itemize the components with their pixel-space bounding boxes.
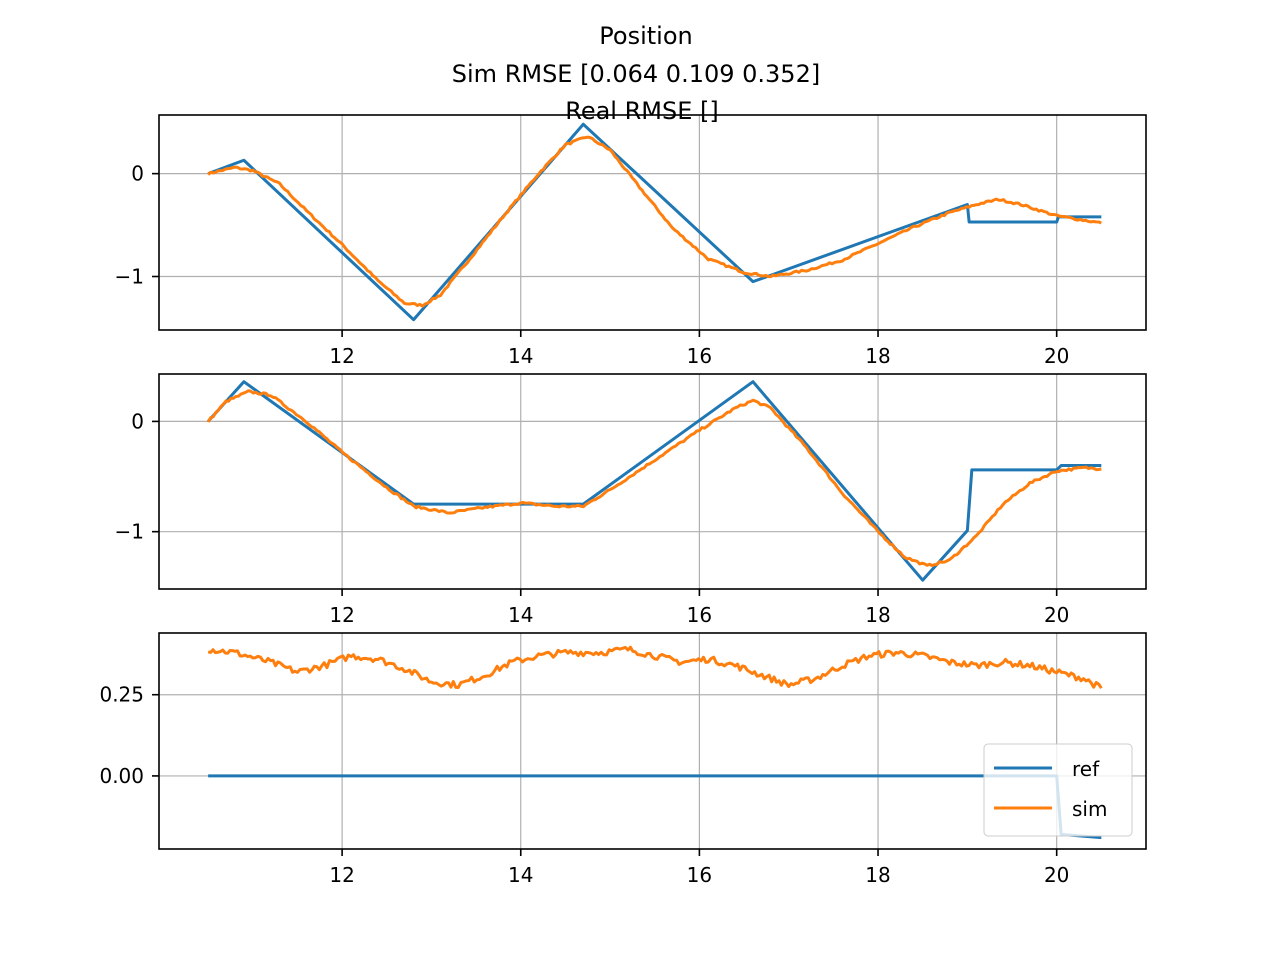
legend-label-sim: sim [1072,797,1107,821]
x-tick-label: 16 [687,344,712,368]
figure-title-line: Sim RMSE [0.064 0.109 0.352] [452,60,820,88]
x-tick-label: 20 [1044,863,1069,887]
y-tick-label: 0 [131,162,144,186]
legend: ref sim [983,743,1133,837]
figure-title-line: Real RMSE [] [565,97,719,125]
series-line-sim [206,389,1102,568]
y-tick-label: 0.00 [99,764,144,788]
axes-frame [158,632,1147,850]
axes-frame [158,373,1147,590]
series-group [207,122,1102,322]
series-group [206,380,1102,582]
y-tick-label: 0 [131,409,144,433]
x-tick-label: 14 [508,863,533,887]
x-tick-label: 20 [1044,344,1069,368]
x-tick-label: 18 [865,603,890,627]
x-tick-label: 14 [508,603,533,627]
x-tick-label: 18 [865,344,890,368]
series-line-ref [207,122,1102,322]
y-tick-label: 0.25 [99,683,144,707]
legend-frame [983,743,1133,837]
subplot-1: 12 14 16 18 20 0 −1 [115,114,1147,368]
x-tick-label: 20 [1044,603,1069,627]
axes-frame [158,114,1147,331]
series-line-sim [207,135,1102,308]
figure-title-line: Position [599,22,692,50]
series-line-sim [207,645,1103,690]
x-tick-label: 16 [687,863,712,887]
legend-label-ref: ref [1072,757,1100,781]
y-tick-label: −1 [115,265,144,289]
figure-title: Position Sim RMSE [0.064 0.109 0.352] Re… [452,22,820,125]
y-tick-label: −1 [115,520,144,544]
x-tick-label: 14 [508,344,533,368]
x-tick-label: 16 [687,603,712,627]
subplot-2: 12 14 16 18 20 0 −1 [115,373,1147,627]
x-tick-label: 18 [865,863,890,887]
x-tick-label: 12 [329,863,354,887]
x-tick-label: 12 [329,603,354,627]
x-tick-label: 12 [329,344,354,368]
plots: 12 14 16 18 20 0 −1 12 14 16 18 20 0 −1 12 14 16 18 20 0.25… [99,114,1147,887]
